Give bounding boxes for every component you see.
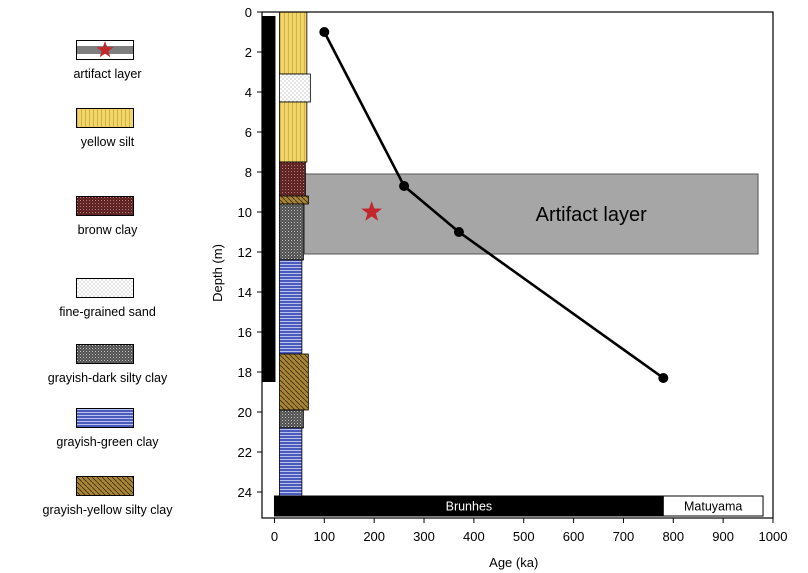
y-tick-label: 20 — [238, 405, 252, 420]
legend-swatch — [76, 196, 134, 216]
legend-swatch — [76, 408, 134, 428]
x-tick-label: 500 — [513, 529, 535, 544]
y-tick-label: 18 — [238, 365, 252, 380]
y-tick-label: 0 — [245, 5, 252, 20]
x-tick-label: 900 — [712, 529, 734, 544]
legend-label: bronw clay — [77, 223, 138, 237]
legend-swatch — [76, 40, 134, 60]
stratum-yellow-silty-clay — [279, 195, 309, 205]
y-tick-label: 16 — [238, 325, 252, 340]
artifact-band-label: Artifact layer — [536, 204, 647, 226]
y-tick-label: 2 — [245, 45, 252, 60]
stratum-yellow-silty-clay — [279, 353, 309, 411]
stratum-green-clay — [279, 259, 303, 355]
y-tick-label: 12 — [238, 245, 252, 260]
artifact-band — [303, 173, 759, 255]
legend-label: yellow silt — [80, 135, 135, 149]
plot-frame — [261, 11, 774, 519]
legend-label: artifact layer — [73, 67, 142, 81]
x-tick-label: 200 — [363, 529, 385, 544]
legend-label: grayish-yellow silty clay — [42, 503, 173, 517]
stratum-green-clay — [279, 427, 303, 497]
y-tick-label: 22 — [238, 445, 252, 460]
y-tick-label: 4 — [245, 85, 252, 100]
stratum-fine-sand — [279, 73, 311, 103]
legend-label: grayish-dark silty clay — [47, 371, 168, 385]
stratum-brown-clay — [279, 161, 306, 197]
y-tick-label: 24 — [238, 485, 252, 500]
y-tick-label: 6 — [245, 125, 252, 140]
x-tick-label: 1000 — [759, 529, 788, 544]
polarity-matuyama — [662, 495, 764, 517]
legend: artifact layer yellow silt bronw clay fine-… — [0, 0, 215, 573]
x-tick-label: 800 — [662, 529, 684, 544]
age-depth-line — [323, 31, 665, 380]
legend-swatch — [76, 476, 134, 496]
star-icon — [96, 41, 114, 58]
x-tick-label: 400 — [463, 529, 485, 544]
x-axis-label: Age (ka) — [489, 555, 538, 570]
stratum-yellow-silt — [279, 101, 308, 163]
polarity-label: Brunhes — [446, 500, 493, 514]
y-tick-label: 10 — [238, 205, 252, 220]
data-point — [658, 373, 669, 383]
star-icon — [361, 201, 383, 221]
legend-swatch — [76, 278, 134, 298]
stratum-dark-silty-clay — [279, 409, 304, 429]
legend-label: grayish-green clay — [56, 435, 159, 449]
x-tick-label: 100 — [313, 529, 335, 544]
stratum-yellow-silt — [279, 11, 308, 75]
legend-swatch — [76, 344, 134, 364]
x-tick-label: 600 — [563, 529, 585, 544]
data-point — [319, 27, 330, 37]
legend-label: fine-grained sand — [59, 305, 156, 319]
core-column — [262, 16, 276, 382]
x-tick-label: 0 — [271, 529, 278, 544]
legend-swatch — [76, 108, 134, 128]
data-point — [453, 227, 464, 237]
y-axis-label: Depth (m) — [210, 244, 225, 302]
y-tick-label: 14 — [238, 285, 252, 300]
x-tick-label: 700 — [613, 529, 635, 544]
y-tick-label: 8 — [245, 165, 252, 180]
data-point — [399, 181, 410, 191]
x-tick-label: 300 — [413, 529, 435, 544]
stratum-dark-silty-clay — [279, 203, 304, 261]
polarity-label: Matuyama — [684, 500, 742, 514]
